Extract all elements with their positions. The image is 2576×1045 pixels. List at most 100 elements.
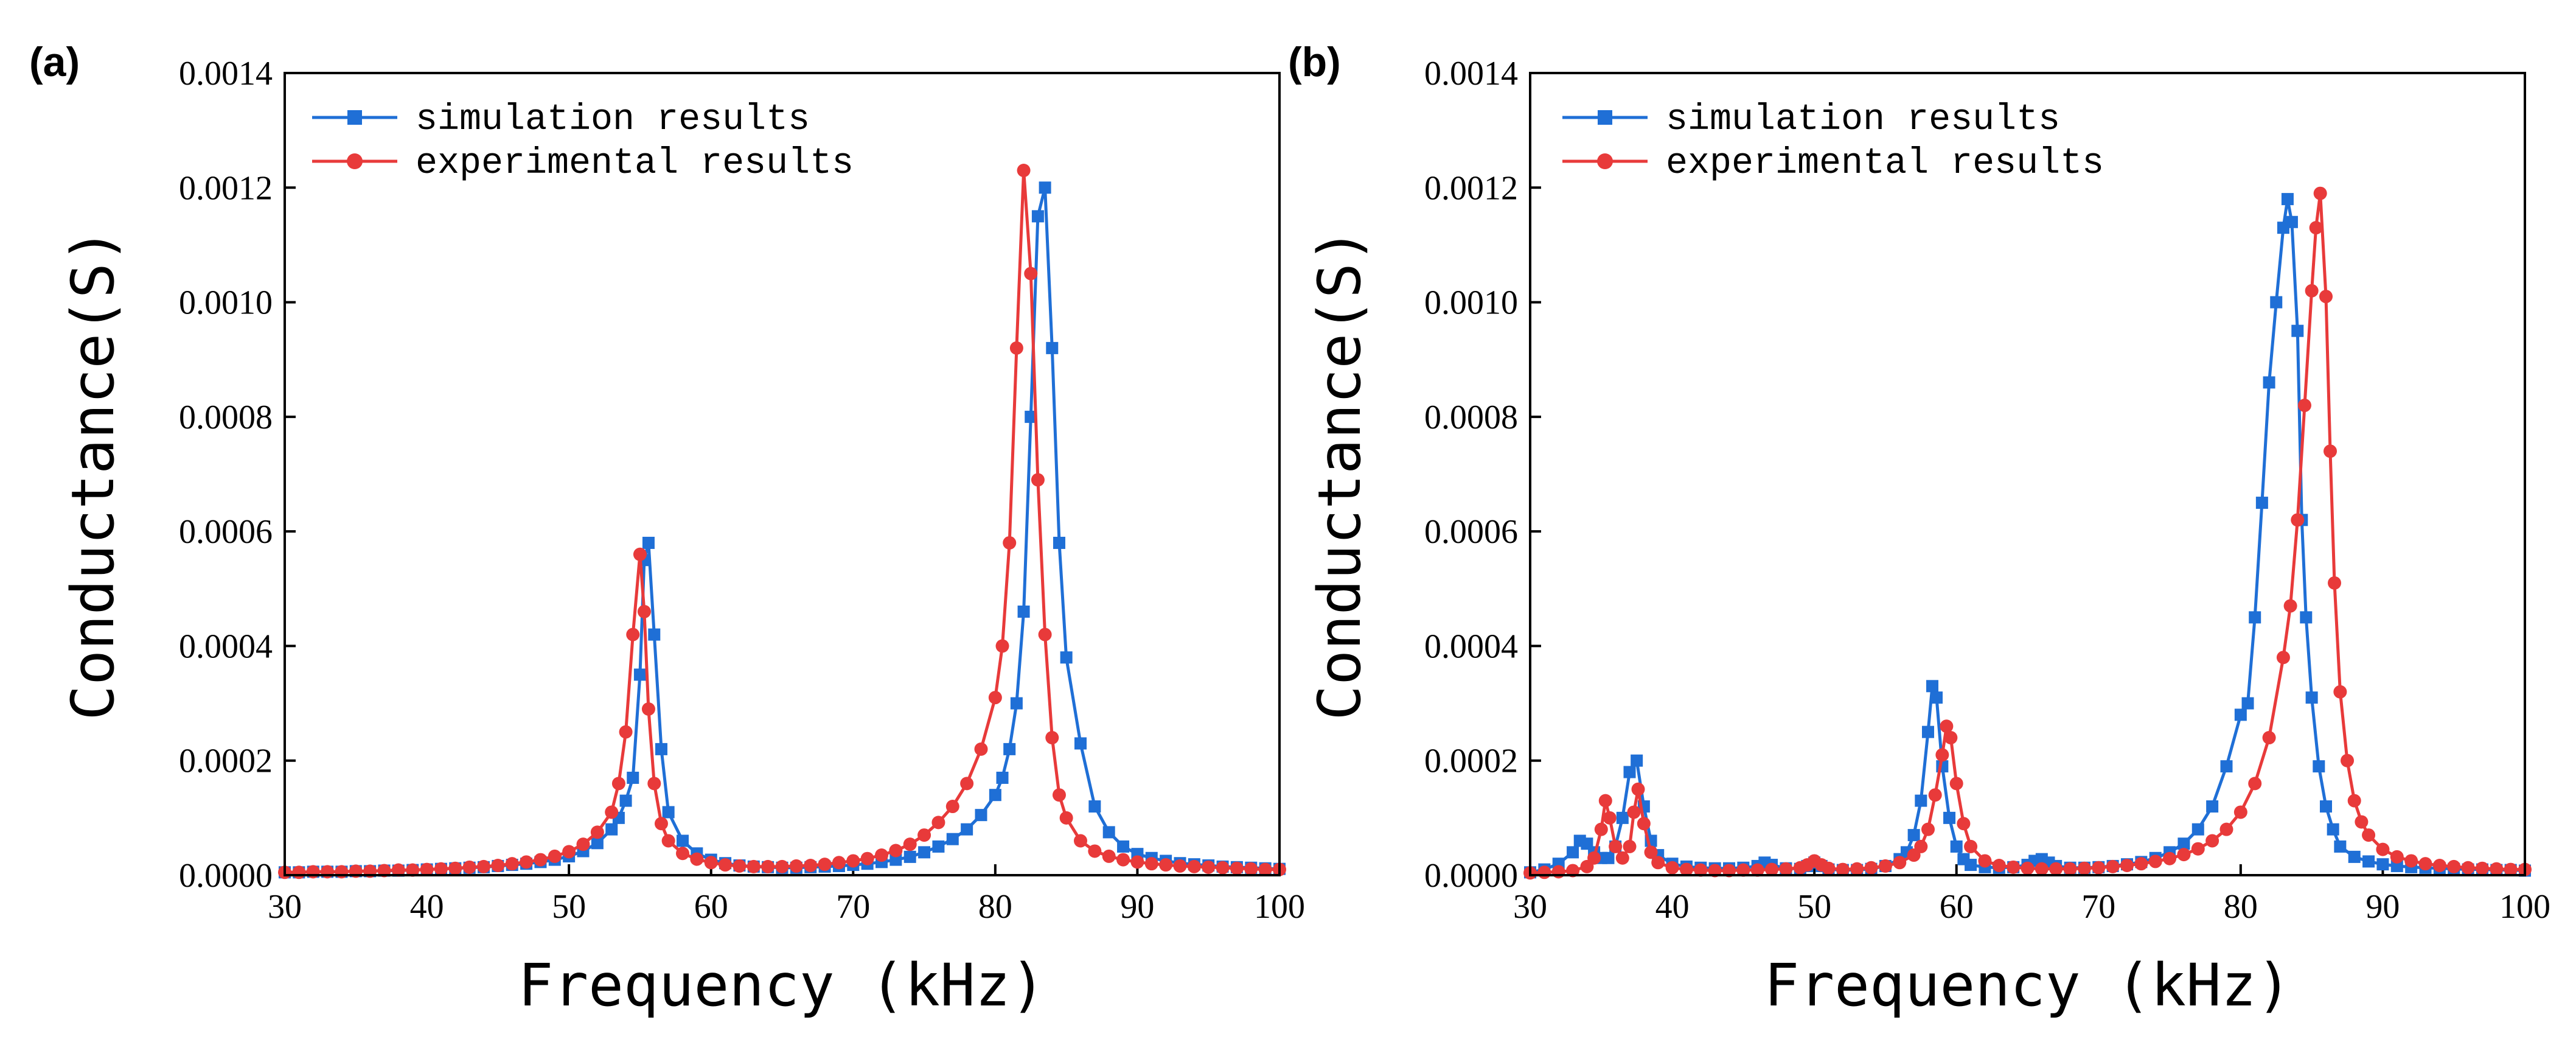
data-point	[2475, 861, 2489, 875]
y-tick-label: 0.0006	[179, 513, 273, 551]
data-point	[1017, 605, 1030, 618]
data-point	[2248, 777, 2262, 791]
data-point	[1907, 829, 1920, 842]
data-point	[1623, 839, 1637, 853]
data-point	[292, 865, 306, 879]
data-point	[534, 853, 548, 867]
data-point	[2205, 834, 2219, 848]
data-point	[605, 805, 619, 819]
data-point	[662, 806, 675, 819]
data-point	[1765, 862, 1779, 876]
legend-label-simulation: simulation results	[1666, 99, 2060, 141]
data-point	[505, 857, 519, 871]
data-point	[548, 849, 562, 863]
data-point	[2313, 760, 2325, 773]
data-point	[627, 771, 639, 784]
data-point	[434, 862, 448, 876]
data-point	[1708, 864, 1722, 878]
data-point	[903, 850, 916, 863]
y-tick-label: 0.0012	[179, 169, 273, 207]
data-point	[1878, 859, 1892, 873]
data-point	[975, 809, 987, 822]
data-point	[1598, 794, 1612, 808]
data-point	[996, 771, 1009, 784]
data-point	[2263, 376, 2275, 389]
x-tick-label: 100	[1254, 888, 1305, 926]
data-point	[1623, 766, 1636, 778]
y-axis-title-a: Conductance(S)	[59, 228, 127, 720]
data-point	[1992, 858, 2006, 872]
data-point	[1957, 817, 1971, 831]
x-tick-label: 30	[1513, 888, 1547, 926]
data-point	[590, 825, 604, 839]
data-point	[2432, 858, 2446, 872]
x-tick-label: 70	[836, 888, 870, 926]
data-point	[989, 789, 1001, 802]
data-point	[1031, 210, 1044, 223]
data-point	[2313, 186, 2327, 200]
data-point	[2328, 576, 2342, 590]
data-point	[1602, 851, 1615, 864]
data-point	[789, 859, 803, 873]
data-point	[1864, 861, 1878, 875]
y-tick-label: 0.0012	[1424, 169, 1518, 207]
series-line	[1530, 192, 2525, 875]
data-point	[2177, 837, 2190, 850]
data-point	[917, 828, 931, 842]
data-point	[611, 777, 625, 791]
data-point	[2300, 611, 2313, 624]
data-point	[860, 851, 874, 865]
data-point	[1187, 859, 1201, 873]
data-point	[1836, 862, 1850, 876]
data-point	[1052, 788, 1066, 802]
x-tick-label: 40	[410, 888, 444, 926]
data-point	[2134, 857, 2148, 871]
data-point	[846, 854, 860, 868]
data-point	[626, 627, 640, 641]
data-point	[576, 837, 590, 851]
data-point	[2191, 842, 2205, 856]
data-point	[2148, 855, 2162, 869]
y-tick-label: 0.0010	[179, 284, 273, 322]
data-point	[2177, 848, 2191, 862]
data-point	[321, 865, 335, 879]
data-point	[2021, 861, 2035, 875]
data-point	[1722, 864, 1736, 878]
panel-b-legend: simulation results experimental results	[1562, 99, 2104, 184]
data-point	[1950, 840, 1963, 853]
data-point	[2348, 850, 2361, 863]
data-point	[605, 823, 618, 836]
data-point	[655, 743, 667, 755]
data-point	[2297, 399, 2311, 413]
data-point	[391, 863, 405, 877]
data-point	[1244, 862, 1258, 876]
data-point	[1031, 473, 1045, 487]
data-point	[931, 816, 945, 830]
data-point	[2490, 862, 2504, 876]
data-point	[1045, 731, 1059, 745]
data-point	[1144, 857, 1158, 871]
data-point	[648, 628, 661, 641]
data-point	[945, 800, 959, 814]
data-point	[1944, 731, 1958, 745]
data-point	[1088, 844, 1102, 858]
data-point	[2418, 857, 2432, 871]
data-point	[676, 847, 689, 861]
data-point	[995, 639, 1009, 653]
data-point	[2362, 855, 2375, 868]
legend-marker-simulation	[1598, 110, 1612, 125]
data-point	[2063, 862, 2077, 876]
panel-label-b: (b)	[1288, 39, 1341, 85]
x-axis-title-b: Frequency (kHz)	[1764, 951, 2292, 1019]
data-point	[1651, 856, 1665, 870]
y-tick-label: 0.0014	[179, 55, 273, 93]
data-point	[1587, 851, 1601, 865]
y-tick-label: 0.0010	[1424, 284, 1518, 322]
data-point	[2219, 822, 2233, 836]
x-tick-label: 100	[2499, 888, 2550, 926]
data-point	[1922, 725, 1934, 738]
data-point	[1644, 845, 1658, 859]
data-point	[889, 853, 902, 866]
data-point	[2035, 862, 2049, 876]
data-point	[1038, 627, 1052, 641]
